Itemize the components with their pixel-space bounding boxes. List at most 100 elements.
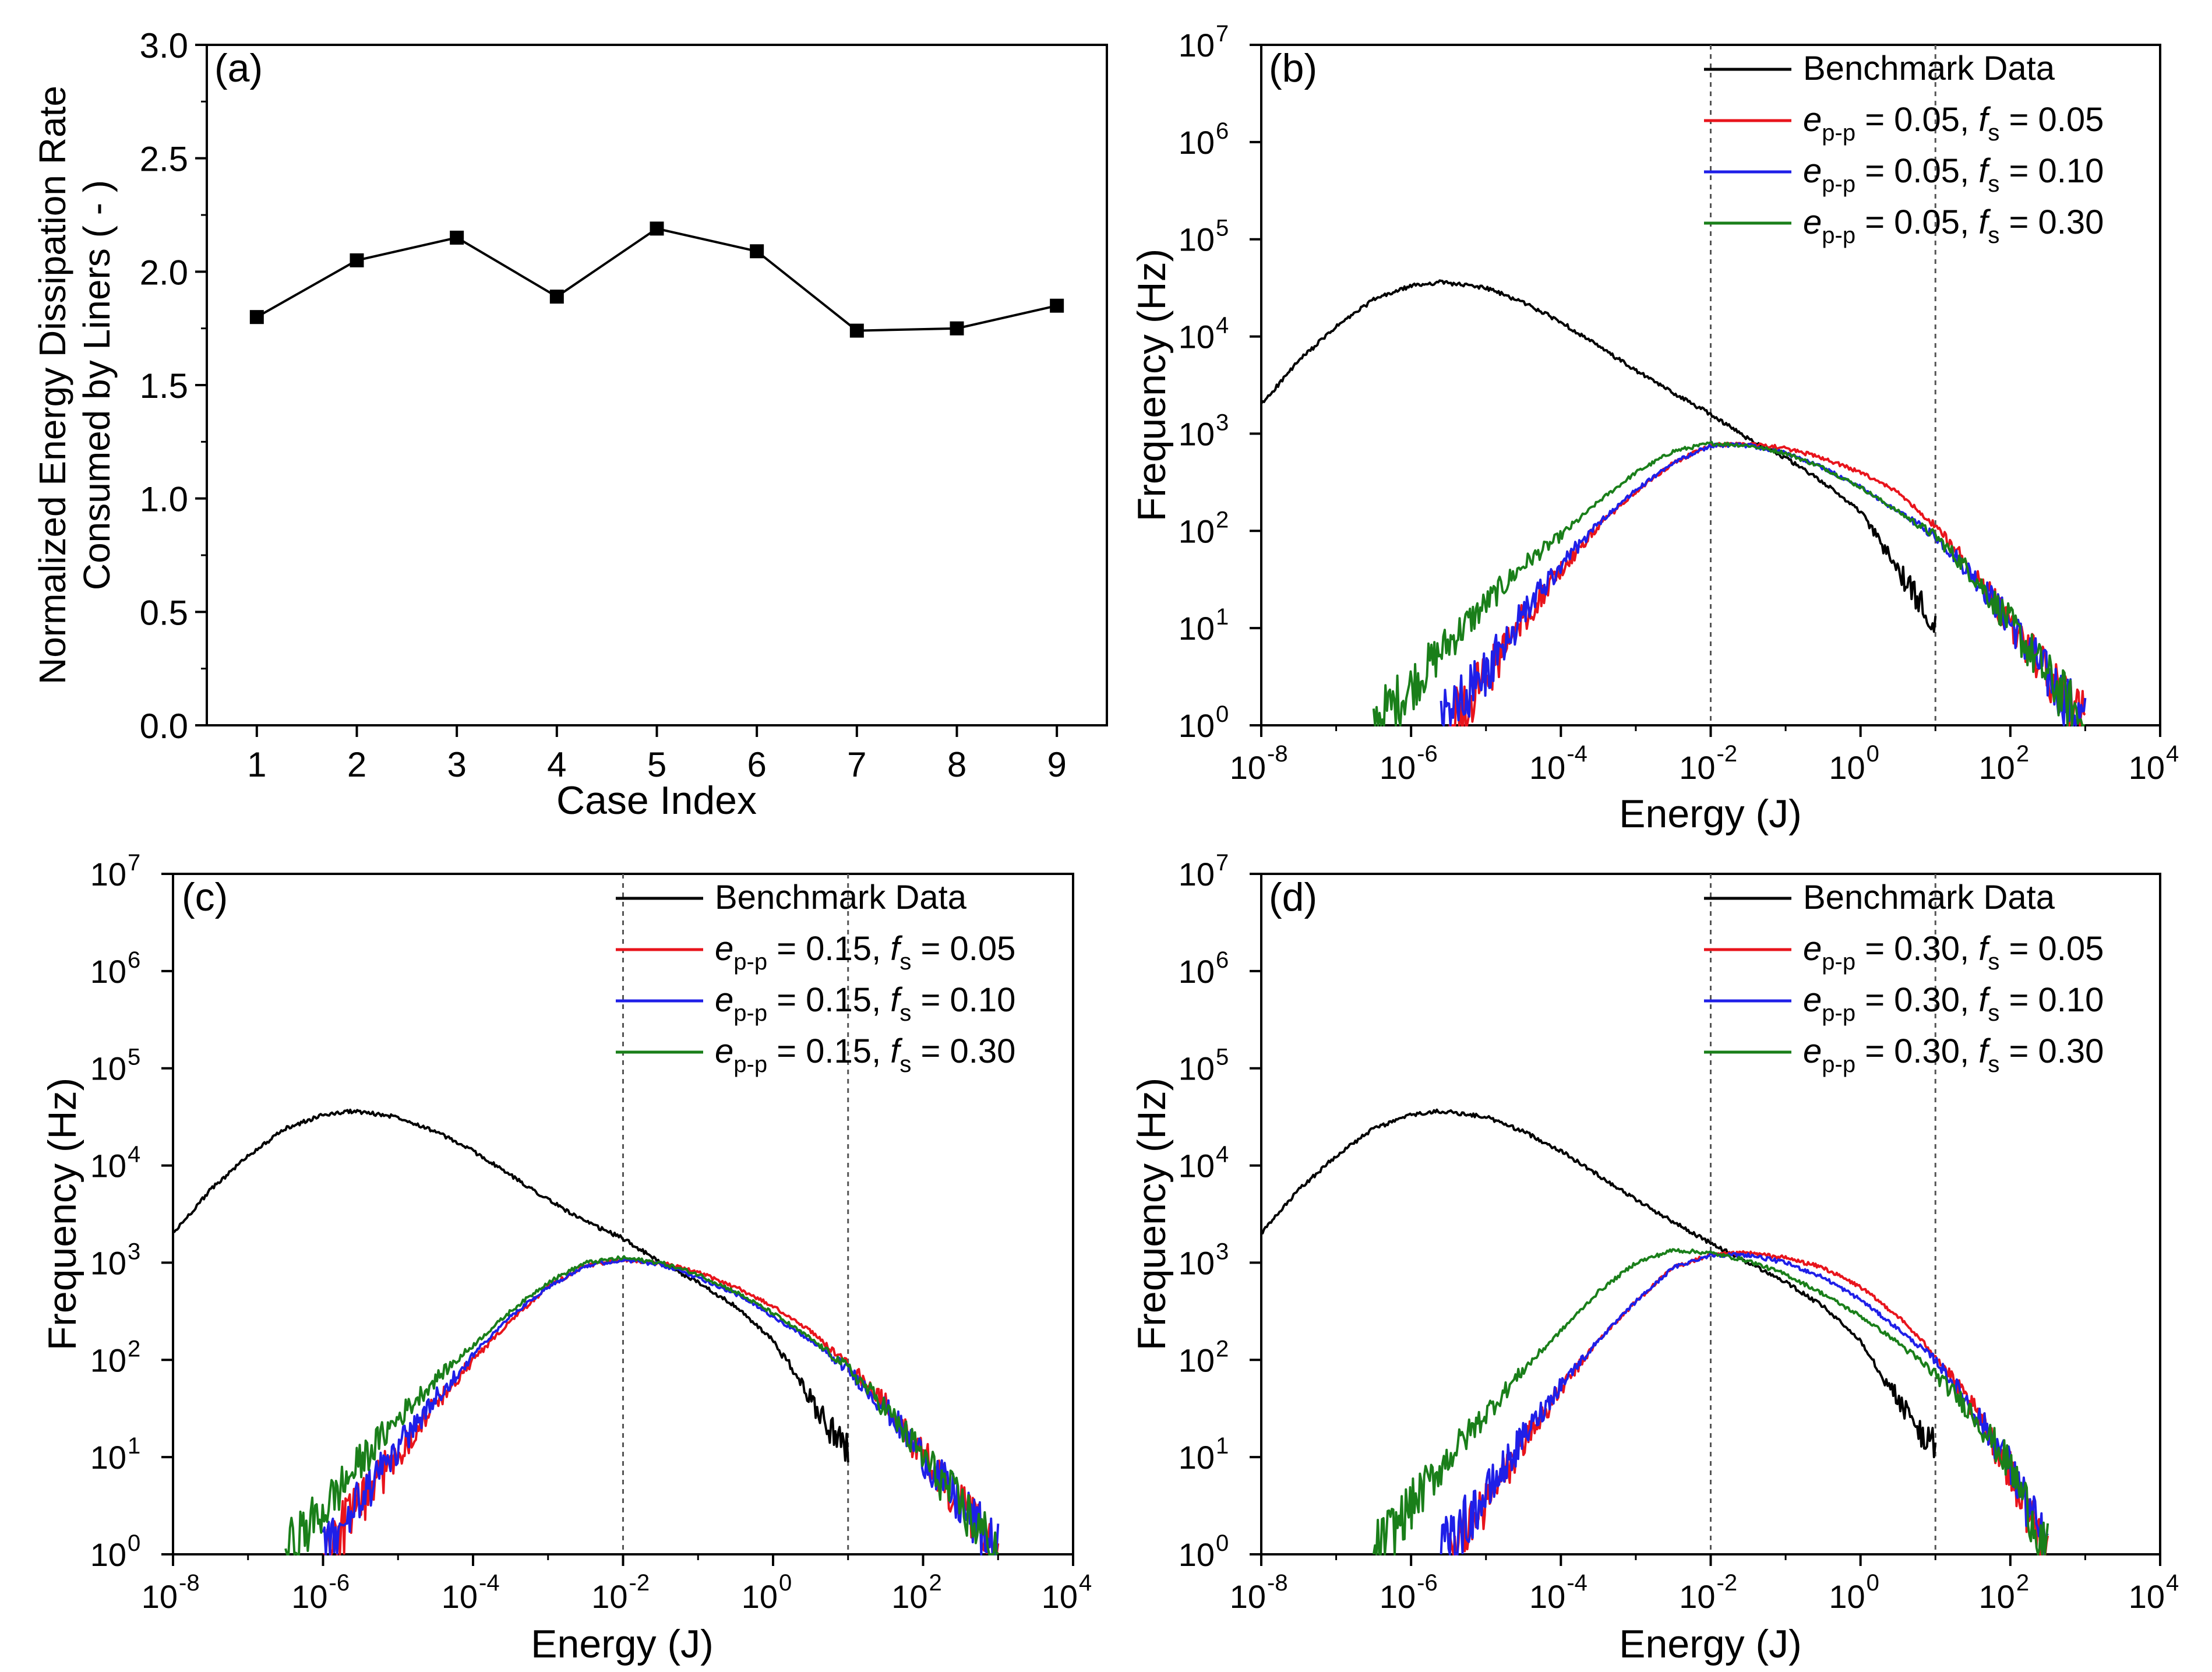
x-tick-label: 10 (1529, 1578, 1565, 1615)
legend-label-part: e (1803, 1032, 1822, 1070)
series-line (1260, 279, 1937, 633)
panel-label: (d) (1269, 875, 1317, 919)
y-tick-exponent: 0 (128, 1530, 140, 1556)
y-tick-exponent: 4 (1216, 313, 1229, 338)
x-tick-label: 3 (447, 745, 466, 784)
y-tick-label: 10 (1179, 1536, 1215, 1573)
y-tick-label: 10 (1179, 1050, 1215, 1087)
x-tick-label: 10 (2129, 1578, 2165, 1615)
legend-label-part: = 0.05, (1855, 101, 1978, 139)
legend-label-part: e (1803, 981, 1822, 1019)
panel-a: 0.0 0.5 1.0 1.5 2.0 2.5 3.0 1 2 3 4 5 6 7 8 9 (a) Case… (31, 26, 1108, 823)
y-tick-label: 1.5 (140, 366, 188, 405)
y-tick-exponent: 1 (128, 1433, 140, 1459)
y-axis-title-line-1: Normalized Energy Dissipation Rate (31, 86, 73, 685)
x-tick-exponent: 0 (1867, 1570, 1879, 1596)
legend-label-part: e (1803, 101, 1822, 139)
series-line (1260, 1108, 1937, 1459)
legend-label-part: p-p (1822, 949, 1855, 975)
x-tick-label: 6 (747, 745, 766, 784)
x-tick-exponent: -8 (179, 1570, 200, 1596)
plot-frame (206, 44, 1108, 726)
x-tick-label: 10 (1979, 1578, 2015, 1615)
y-tick-label: 10 (90, 1244, 126, 1281)
x-tick-exponent: 4 (2166, 1570, 2179, 1596)
x-tick-exponent: 2 (2016, 741, 2029, 767)
series-layer (1260, 279, 2087, 726)
x-tick-label: 10 (1679, 749, 1715, 786)
legend-label-part: e (715, 1032, 733, 1070)
x-tick-label: 10 (742, 1578, 778, 1615)
legend-label-part: p-p (733, 1052, 767, 1077)
x-tick-label: 10 (591, 1578, 627, 1615)
x-axis-ticks: 10 -8 10 -6 10 -4 10 -2 10 0 10 2 10 4 (1230, 725, 2179, 786)
legend-label: ep-p = 0.30, fs = 0.30 (1803, 1032, 2104, 1077)
series-line (1372, 440, 2086, 726)
y-tick-label: 10 (90, 953, 126, 990)
x-tick-label: 8 (947, 745, 966, 784)
x-tick-exponent: -6 (1417, 741, 1438, 767)
legend-label-part: p-p (1822, 171, 1855, 197)
y-tick-label: 10 (1179, 415, 1215, 452)
legend-label: ep-p = 0.15, fs = 0.30 (715, 1032, 1015, 1077)
x-tick-exponent: -6 (329, 1570, 350, 1596)
y-tick-label: 10 (90, 1439, 126, 1476)
legend-label-part: = 0.30, (1855, 930, 1978, 968)
legend-label-part: e (1803, 930, 1822, 968)
y-tick-exponent: 6 (1216, 118, 1229, 144)
x-tick-label: 4 (547, 745, 566, 784)
x-tick-exponent: 4 (1079, 1570, 1092, 1596)
y-tick-exponent: 7 (128, 850, 140, 876)
legend-label: ep-p = 0.05, fs = 0.10 (1803, 152, 2104, 197)
legend-label-part: s (899, 949, 911, 975)
legend-label-part: e (715, 930, 733, 968)
legend-label-part: e (715, 981, 733, 1019)
legend-label-part: s (1988, 120, 1999, 146)
panel-label: (c) (182, 875, 228, 919)
y-axis-title-line-2: Consumed by Liners ( - ) (76, 180, 118, 590)
series-line (322, 1257, 1000, 1555)
legend-label-part: = 0.10 (1999, 152, 2104, 190)
x-tick-exponent: -2 (629, 1570, 650, 1596)
y-tick-exponent: 3 (1216, 1239, 1229, 1264)
y-axis-title: Frequency (Hz) (1130, 1078, 1174, 1351)
panel-label: (a) (214, 46, 263, 90)
y-tick-label: 10 (1179, 1148, 1215, 1184)
reference-lines (1710, 45, 1936, 725)
legend-label: ep-p = 0.15, fs = 0.05 (715, 930, 1015, 975)
x-axis-title: Case Index (556, 778, 757, 823)
x-axis-title: Energy (J) (1619, 792, 1802, 836)
x-tick-label: 10 (2129, 749, 2165, 786)
legend-label-part: = 0.10 (1999, 981, 2104, 1019)
y-tick-label: 10 (1179, 1439, 1215, 1476)
y-tick-exponent: 2 (1216, 1336, 1229, 1361)
legend-label-part: s (899, 1052, 911, 1077)
series-line (172, 1109, 849, 1463)
x-axis-ticks: 1 2 3 4 5 6 7 8 9 (247, 725, 1067, 784)
data-point-marker (549, 290, 564, 304)
legend-label-part: = 0.05, (1855, 152, 1978, 190)
series-line (1372, 1248, 2049, 1555)
legend-label: Benchmark Data (1803, 50, 2055, 87)
legend-label-part: s (1988, 171, 1999, 197)
y-tick-exponent: 4 (128, 1142, 140, 1167)
x-tick-exponent: 2 (2016, 1570, 2029, 1596)
x-axis-ticks: 10 -8 10 -6 10 -4 10 -2 10 0 10 2 10 4 (142, 1554, 1092, 1615)
data-point-marker (1050, 298, 1064, 313)
y-tick-label: 10 (1179, 319, 1215, 355)
x-tick-label: 10 (442, 1578, 478, 1615)
y-axis-title: Frequency (Hz) (1130, 249, 1174, 522)
y-tick-exponent: 3 (1216, 410, 1229, 435)
legend-label-part: s (1988, 223, 1999, 248)
x-tick-exponent: -2 (1717, 741, 1738, 767)
x-axis-title: Energy (J) (1619, 1622, 1802, 1666)
y-tick-exponent: 1 (1216, 604, 1229, 630)
x-tick-exponent: -6 (1417, 1570, 1438, 1596)
legend-label-part: s (1988, 949, 1999, 975)
legend-label-part: p-p (733, 1000, 767, 1026)
y-tick-exponent: 7 (1216, 21, 1229, 47)
x-tick-label: 10 (1829, 1578, 1865, 1615)
data-point-marker (650, 221, 664, 236)
